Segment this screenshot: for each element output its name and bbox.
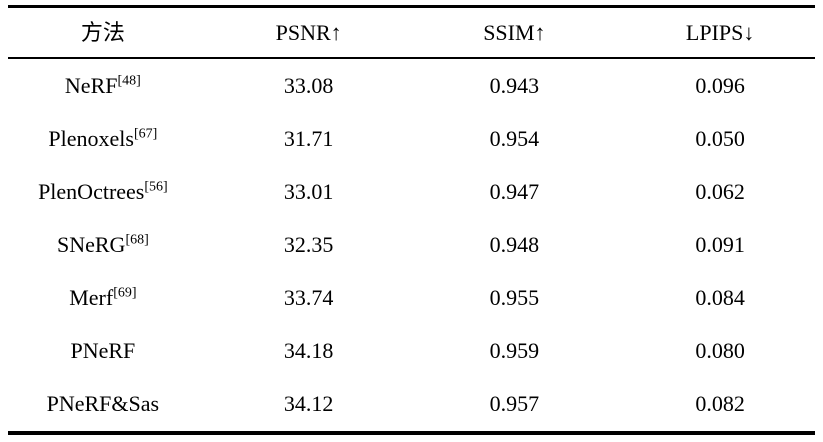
psnr-cell: 33.01 [283, 178, 334, 204]
table-top-rule [8, 5, 815, 8]
table-row: PNeRF&Sas 34.12 0.957 0.082 [0, 378, 823, 431]
method-cell: PNeRF&Sas [0, 393, 206, 415]
table-row: Merf[69] 33.74 0.955 0.084 [0, 272, 823, 325]
lpips-cell: 0.050 [695, 125, 745, 151]
method-name: Merf [69, 285, 114, 311]
method-name: NeRF [64, 72, 118, 98]
table-header-rule [8, 57, 815, 59]
ssim-cell: 0.947 [489, 178, 540, 204]
psnr-cell: 34.12 [283, 391, 334, 417]
lpips-cell: 0.096 [695, 72, 745, 98]
method-cell: Merf[69] [0, 285, 206, 311]
method-name: Plenoxels [48, 125, 134, 151]
ssim-cell: 0.954 [489, 125, 540, 151]
lpips-cell: 0.091 [695, 231, 745, 257]
ssim-cell: 0.955 [489, 285, 540, 311]
header-lpips: LPIPS↓ [685, 19, 755, 45]
psnr-cell: 33.08 [283, 72, 334, 98]
psnr-cell: 31.71 [283, 125, 334, 151]
psnr-cell: 32.35 [283, 231, 334, 257]
method-name: SNeRG [56, 231, 126, 257]
table-row: PlenOctrees[56] 33.01 0.947 0.062 [0, 165, 823, 218]
citation-ref: [68] [125, 232, 149, 248]
method-cell: PNeRF [0, 340, 206, 362]
ssim-cell: 0.959 [489, 338, 540, 364]
ssim-cell: 0.957 [489, 391, 540, 417]
header-method: 方法 [80, 19, 125, 45]
method-cell: PlenOctrees[56] [0, 178, 206, 204]
table-row: Plenoxels[67] 31.71 0.954 0.050 [0, 112, 823, 165]
citation-ref: [69] [113, 285, 137, 301]
method-name: PNeRF [70, 338, 136, 364]
lpips-cell: 0.080 [695, 338, 745, 364]
psnr-cell: 33.74 [283, 285, 334, 311]
table-bottom-rule [8, 431, 815, 435]
citation-ref: [48] [117, 73, 141, 89]
table-row: SNeRG[68] 32.35 0.948 0.091 [0, 218, 823, 271]
citation-ref: [67] [133, 126, 158, 142]
method-cell: NeRF[48] [0, 72, 206, 98]
lpips-cell: 0.062 [695, 178, 745, 204]
table-row: PNeRF 34.18 0.959 0.080 [0, 325, 823, 378]
table-row: NeRF[48] 33.08 0.943 0.096 [0, 59, 823, 112]
header-ssim: SSIM↑ [483, 19, 546, 45]
table-body: NeRF[48] 33.08 0.943 0.096 Plenoxels[67]… [0, 59, 823, 431]
psnr-cell: 34.18 [283, 338, 334, 364]
citation-ref: [56] [144, 179, 168, 195]
table-header-row: 方法 PSNR↑ SSIM↑ LPIPS↓ [0, 8, 823, 57]
method-name: PNeRF&Sas [46, 391, 160, 417]
header-psnr: PSNR↑ [275, 19, 342, 45]
lpips-cell: 0.084 [695, 285, 745, 311]
method-cell: Plenoxels[67] [0, 125, 206, 151]
ssim-cell: 0.948 [489, 231, 540, 257]
ssim-cell: 0.943 [489, 72, 540, 98]
method-cell: SNeRG[68] [0, 231, 206, 257]
method-name: PlenOctrees [38, 178, 145, 204]
lpips-cell: 0.082 [695, 391, 745, 417]
